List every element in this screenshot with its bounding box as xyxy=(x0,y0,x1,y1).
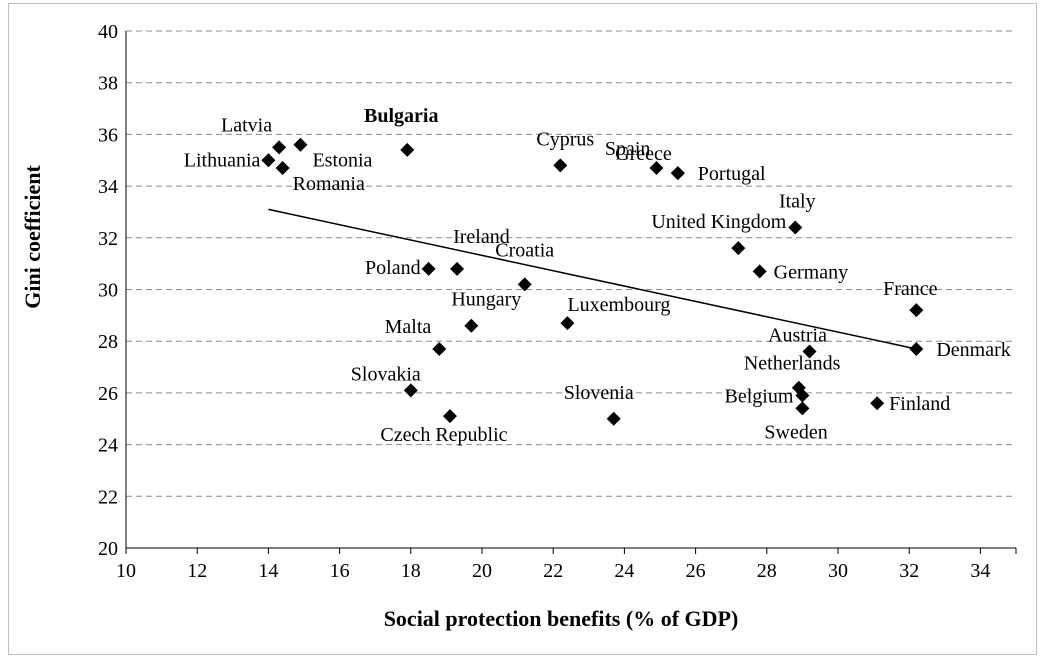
point-label: Czech Republic xyxy=(380,424,507,446)
data-point xyxy=(731,241,746,256)
x-tick-label: 24 xyxy=(614,560,634,582)
chart-frame xyxy=(8,3,1037,655)
point-label: Cyprus xyxy=(536,128,594,150)
point-label: Portugal xyxy=(698,163,766,185)
y-tick-label: 26 xyxy=(98,383,118,405)
data-point xyxy=(421,261,436,276)
y-tick-label: 38 xyxy=(98,73,118,95)
data-point xyxy=(795,388,810,403)
x-tick-label: 10 xyxy=(116,560,136,582)
point-label: Slovenia xyxy=(564,382,634,404)
point-label: France xyxy=(883,278,938,300)
data-point xyxy=(450,261,465,276)
point-label: Slovakia xyxy=(351,363,421,385)
x-tick-label: 32 xyxy=(899,560,919,582)
data-point xyxy=(293,137,308,152)
x-tick-label: 28 xyxy=(757,560,777,582)
data-point xyxy=(606,411,621,426)
data-point xyxy=(670,166,685,181)
y-tick-label: 24 xyxy=(98,435,118,457)
point-label: Latvia xyxy=(221,114,272,136)
data-point xyxy=(432,341,447,356)
x-tick-label: 30 xyxy=(828,560,848,582)
point-label: Bulgaria xyxy=(364,105,438,127)
x-tick-label: 12 xyxy=(187,560,207,582)
y-axis-title: Gini coefficient xyxy=(20,165,45,309)
x-tick-label: 16 xyxy=(330,560,350,582)
data-point xyxy=(272,140,287,155)
trend-layer xyxy=(268,208,917,350)
point-label: Lithuania xyxy=(184,149,261,171)
point-label: Germany xyxy=(774,261,848,283)
data-point xyxy=(403,383,418,398)
point-label: Italy xyxy=(779,190,816,212)
point-label: Finland xyxy=(889,393,950,415)
point-label: Ireland xyxy=(453,226,510,248)
data-point xyxy=(649,161,664,176)
point-label: United Kingdom xyxy=(651,211,786,233)
point-label: Croatia xyxy=(495,239,554,261)
x-axis-title: Social protection benefits (% of GDP) xyxy=(384,606,739,631)
data-point xyxy=(909,303,924,318)
data-point xyxy=(560,316,575,331)
y-tick-label: 22 xyxy=(98,486,118,508)
data-point xyxy=(870,396,885,411)
point-label: Netherlands xyxy=(744,353,841,375)
point-label: Denmark xyxy=(936,339,1010,361)
data-point xyxy=(909,341,924,356)
data-point xyxy=(752,264,767,279)
y-tick-label: 36 xyxy=(98,124,118,146)
y-tick-label: 28 xyxy=(98,331,118,353)
point-label: Luxembourg xyxy=(567,294,670,316)
point-label: Greece xyxy=(615,143,672,165)
point-label: Romania xyxy=(293,173,365,195)
grid-layer xyxy=(126,30,1016,497)
point-label: Belgium xyxy=(725,385,794,407)
data-point xyxy=(275,161,290,176)
x-tick-label: 18 xyxy=(401,560,421,582)
data-point xyxy=(400,142,415,157)
data-point xyxy=(442,409,457,424)
trend-line xyxy=(268,208,917,350)
data-point xyxy=(261,153,276,168)
data-point xyxy=(788,220,803,235)
axis-layer: 20 22 24 26 28 30 32 34 36 38 40 10 12 14 16 18 20 22 24 26… xyxy=(98,21,1017,582)
point-label: Poland xyxy=(365,257,421,279)
x-tick-label: 34 xyxy=(970,560,990,582)
y-tick-label: 40 xyxy=(98,21,118,43)
data-point xyxy=(553,158,568,173)
x-tick-label: 22 xyxy=(543,560,563,582)
y-tick-label: 32 xyxy=(98,228,118,250)
data-point xyxy=(802,344,817,359)
y-tick-label: 20 xyxy=(98,538,118,560)
y-tick-label: 30 xyxy=(98,280,118,302)
point-label: Hungary xyxy=(451,289,521,311)
data-point xyxy=(795,401,810,416)
point-label: Sweden xyxy=(764,421,827,443)
data-point xyxy=(464,318,479,333)
x-tick-label: 26 xyxy=(686,560,706,582)
x-tick-label: 14 xyxy=(258,560,278,582)
label-layer: Latvia Estonia Lithuania Romania Bulgaria Cyp… xyxy=(184,105,1011,446)
data-point xyxy=(517,277,532,292)
point-layer xyxy=(261,137,924,426)
point-label: Estonia xyxy=(312,150,372,172)
point-label: Spain xyxy=(605,138,651,160)
x-tick-label: 20 xyxy=(472,560,492,582)
point-label: Austria xyxy=(768,325,827,347)
point-label: Malta xyxy=(385,316,432,338)
y-tick-label: 34 xyxy=(98,176,118,198)
